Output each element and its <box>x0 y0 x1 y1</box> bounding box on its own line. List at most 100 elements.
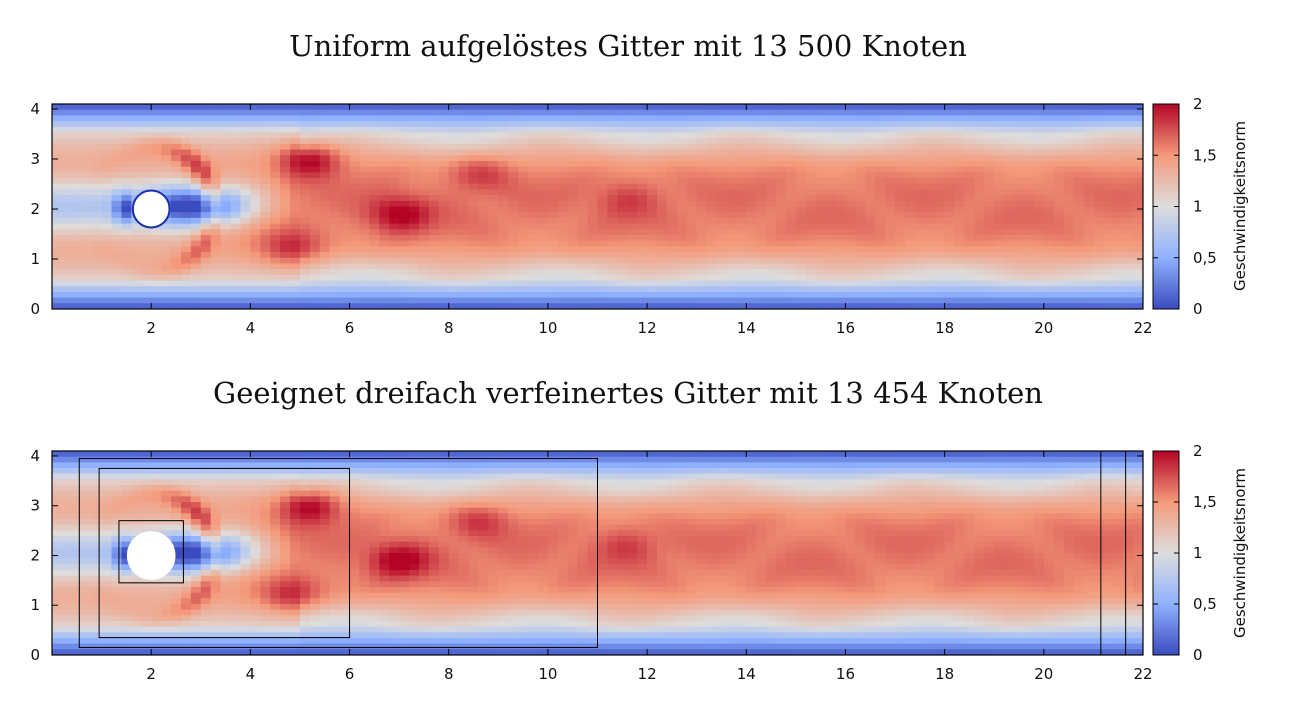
plot-frame <box>51 103 1144 310</box>
field-cell <box>617 252 628 259</box>
field-cell <box>1083 303 1095 309</box>
field-cell <box>537 200 549 208</box>
field-cell <box>131 189 142 196</box>
field-cell <box>845 269 856 276</box>
field-cell <box>121 274 132 282</box>
field-cell <box>825 303 837 309</box>
field-cell <box>131 468 142 475</box>
field-cell <box>71 132 83 139</box>
field-cell <box>299 638 311 645</box>
field-cell <box>389 183 400 191</box>
field-cell <box>954 246 966 253</box>
field-cell <box>280 530 291 537</box>
field-cell <box>151 109 162 116</box>
field-cell <box>488 280 499 287</box>
field-cell <box>964 234 975 242</box>
field-cell <box>1083 104 1095 111</box>
field-cell <box>508 121 519 128</box>
field-cell <box>875 172 886 179</box>
field-cell <box>260 172 271 179</box>
field-cell <box>359 240 370 247</box>
field-cell <box>250 263 261 270</box>
field-cell <box>171 229 182 236</box>
field-cell <box>557 297 569 304</box>
field-cell <box>984 291 995 299</box>
field-cell <box>299 473 311 480</box>
field-cell <box>52 195 63 202</box>
field-cell <box>418 297 430 304</box>
field-cell <box>577 280 589 287</box>
field-cell <box>161 502 172 509</box>
field-cell <box>270 570 281 577</box>
field-cell <box>1023 274 1035 282</box>
field-cell <box>815 155 827 162</box>
field-cell <box>290 291 301 299</box>
field-cell <box>61 456 73 463</box>
field-cell <box>141 252 152 259</box>
field-cell <box>885 263 896 270</box>
field-cell <box>984 240 995 247</box>
field-cell <box>1014 155 1025 162</box>
field-cell <box>230 252 242 259</box>
field-cell <box>61 257 73 265</box>
field-cell <box>944 115 956 122</box>
field-cell <box>795 206 807 213</box>
field-cell <box>845 109 856 116</box>
field-cell <box>299 195 311 202</box>
field-cell <box>190 553 202 560</box>
field-cell <box>52 189 63 196</box>
field-cell <box>954 104 966 111</box>
field-cell <box>171 541 182 548</box>
field-cell <box>200 507 212 514</box>
field-cell <box>1043 286 1055 293</box>
field-cell <box>726 303 737 309</box>
field-cell <box>230 115 242 122</box>
field-cell <box>399 280 410 287</box>
field-cell <box>666 149 678 156</box>
field-cell <box>795 138 807 145</box>
field-cell <box>736 189 747 196</box>
field-cell <box>746 291 757 299</box>
field-cell <box>706 200 718 208</box>
field-cell <box>280 638 291 645</box>
field-cell <box>151 621 162 628</box>
field-cell <box>627 297 638 304</box>
field-cell <box>964 178 975 185</box>
field-cell <box>1053 246 1065 253</box>
field-cell <box>91 104 103 111</box>
field-cell <box>91 138 103 145</box>
field-cell <box>1043 234 1055 242</box>
field-cell <box>61 143 73 151</box>
field-cell <box>250 541 261 548</box>
field-cell <box>101 553 113 560</box>
field-cell <box>885 217 896 225</box>
field-cell <box>716 126 728 134</box>
field-cell <box>815 217 827 225</box>
field-cell <box>171 581 182 588</box>
field-cell <box>349 143 361 151</box>
field-cell <box>180 473 192 480</box>
field-cell <box>607 252 618 259</box>
field-cell <box>736 212 747 219</box>
field-cell <box>52 121 63 128</box>
field-cell <box>260 547 271 554</box>
field-cell <box>696 160 708 168</box>
field-cell <box>81 570 93 577</box>
field-cell <box>389 132 400 139</box>
field-cell <box>299 297 311 304</box>
field-cell <box>914 160 926 168</box>
field-cell <box>835 104 847 111</box>
field-cell <box>607 269 618 276</box>
field-cell <box>557 200 569 208</box>
field-cell <box>171 240 182 247</box>
field-cell <box>299 138 311 145</box>
field-cell <box>369 172 380 179</box>
field-cell <box>180 229 192 236</box>
field-cell <box>825 195 837 202</box>
field-cell <box>290 240 301 247</box>
field-cell <box>855 269 866 276</box>
field-cell <box>736 195 747 202</box>
field-cell <box>190 212 202 219</box>
field-cell <box>71 240 83 247</box>
field-cell <box>875 178 886 185</box>
